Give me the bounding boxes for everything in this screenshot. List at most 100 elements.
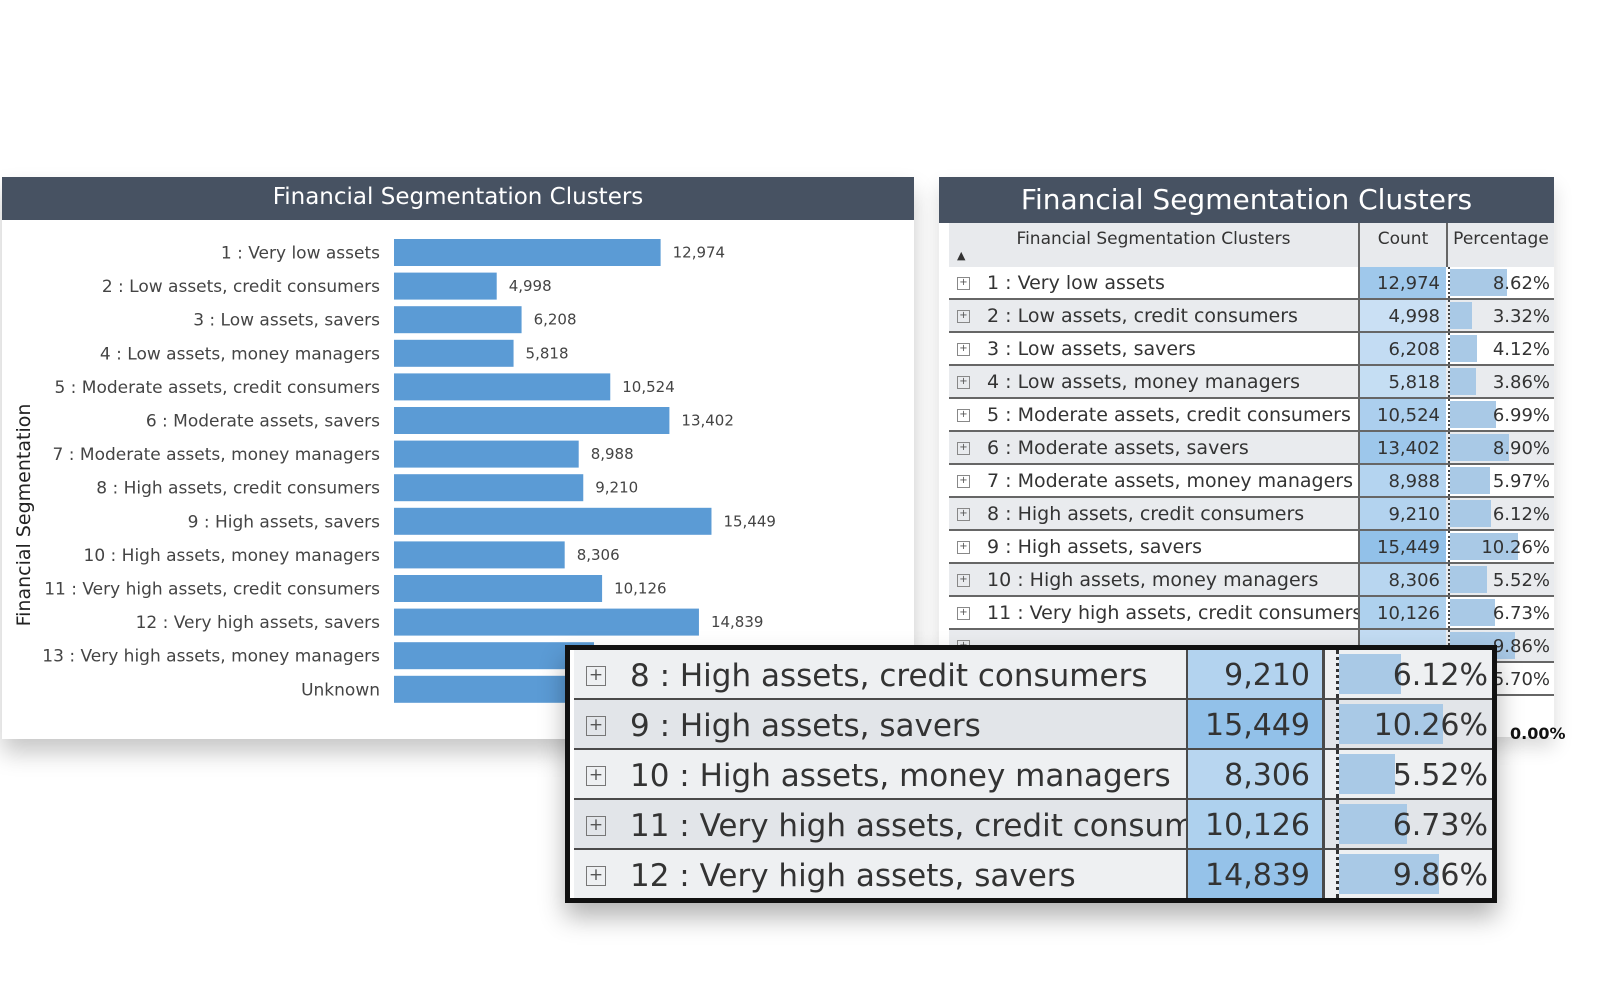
column-header-count[interactable]: Count	[1377, 229, 1429, 249]
data-label: 4,998	[509, 277, 552, 295]
column-divider	[1358, 597, 1360, 628]
column-header-percentage[interactable]: Percentage	[1453, 229, 1549, 249]
magnified-table-row[interactable]: +10 : High assets, money managers 8,306 5.…	[574, 750, 1492, 801]
data-label: 14,839	[711, 613, 764, 631]
cluster-name-cell: +9 : High assets, savers	[574, 700, 1186, 748]
cluster-name-cell: +12 : Very high assets, savers	[574, 850, 1186, 898]
bar[interactable]	[394, 373, 611, 401]
bar-chart: Financial Segmentation 1 : Very low asset…	[13, 239, 776, 703]
percentage-data-bar	[1450, 467, 1490, 494]
magnified-table-overlay: +8 : High assets, credit consumers 9,210 6…	[565, 645, 1497, 903]
magnified-table-row[interactable]: +11 : Very high assets, credit consumers…	[574, 800, 1492, 851]
table-row[interactable]: +4 : Low assets, money managers 5,818 3.86…	[949, 366, 1554, 399]
cluster-name: 8 : High assets, credit consumers	[987, 503, 1305, 525]
bar[interactable]	[394, 541, 565, 569]
bar[interactable]	[394, 608, 699, 636]
table-row[interactable]: +1 : Very low assets 12,974 8.62%	[949, 267, 1554, 300]
count-cell: 5,818	[1360, 366, 1446, 397]
cluster-name-cell: +4 : Low assets, money managers	[949, 366, 1358, 397]
percentage-cell: 6.73%	[1448, 597, 1554, 628]
chart-panel: Financial Segmentation Clusters Financia…	[2, 177, 914, 739]
bar[interactable]	[394, 675, 594, 703]
chart-title: Financial Segmentation Clusters	[2, 177, 914, 220]
column-divider	[1186, 700, 1189, 748]
table-row[interactable]: +10 : High assets, money managers 8,306 5.…	[949, 564, 1554, 597]
magnified-table-row[interactable]: +12 : Very high assets, savers 14,839 9.86…	[574, 850, 1492, 898]
percentage-value: 3.32%	[1492, 306, 1550, 327]
count-cell: 10,126	[1360, 597, 1446, 628]
percentage-data-bar	[1450, 434, 1509, 461]
sort-ascending-icon[interactable]: ▲	[957, 249, 966, 262]
percentage-cell: 6.99%	[1448, 399, 1554, 430]
bar[interactable]	[394, 239, 661, 266]
cluster-name: 5 : Moderate assets, credit consumers	[987, 404, 1351, 426]
table-row[interactable]: +6 : Moderate assets, savers 13,402 8.90%	[949, 432, 1554, 465]
table-row[interactable]: +7 : Moderate assets, money managers 8,98…	[949, 465, 1554, 498]
column-divider	[1358, 300, 1360, 331]
cluster-name: 11 : Very high assets, credit consumers	[630, 808, 1243, 844]
cluster-name-cell: +5 : Moderate assets, credit consumers	[949, 399, 1358, 430]
column-divider	[1358, 267, 1360, 298]
expand-plus-icon[interactable]: +	[957, 343, 970, 356]
bar[interactable]	[394, 642, 594, 670]
expand-plus-icon[interactable]: +	[586, 816, 606, 836]
percentage-cell: 3.86%	[1448, 366, 1554, 397]
expand-plus-icon[interactable]: +	[957, 376, 970, 389]
expand-plus-icon[interactable]: +	[957, 277, 970, 290]
expand-plus-icon[interactable]: +	[957, 475, 970, 488]
table-row[interactable]: +9 : High assets, savers 15,449 10.26%	[949, 531, 1554, 564]
expand-plus-icon[interactable]: +	[957, 574, 970, 587]
expand-plus-icon[interactable]: +	[586, 666, 606, 686]
cluster-name-cell: +2 : Low assets, credit consumers	[949, 300, 1358, 331]
count-cell: 14,839	[1188, 850, 1322, 898]
category-label: 8 : High assets, credit consumers	[96, 479, 380, 499]
cluster-name-cell: +10 : High assets, money managers	[949, 564, 1358, 595]
table-row[interactable]: +11 : Very high assets, credit consumers…	[949, 597, 1554, 630]
magnified-table-row[interactable]: +8 : High assets, credit consumers 9,210 6…	[574, 650, 1492, 701]
bar[interactable]	[394, 339, 514, 367]
bar[interactable]	[394, 440, 579, 468]
total-percentage: 0.00%	[1510, 724, 1566, 743]
expand-plus-icon[interactable]: +	[957, 409, 970, 422]
table-row[interactable]: +8 : High assets, credit consumers 9,210 6…	[949, 498, 1554, 531]
expand-plus-icon[interactable]: +	[957, 508, 970, 521]
data-label: 12,974	[673, 244, 726, 262]
cluster-name-cell: +11 : Very high assets, credit consumers	[574, 800, 1242, 848]
table-row[interactable]: +5 : Moderate assets, credit consumers 10…	[949, 399, 1554, 432]
table-row[interactable]: +3 : Low assets, savers 6,208 4.12%	[949, 333, 1554, 366]
bar[interactable]	[394, 306, 522, 334]
data-label: 8,988	[591, 445, 634, 463]
column-header-cluster[interactable]: Financial Segmentation Clusters	[1016, 229, 1291, 249]
category-label: 2 : Low assets, credit consumers	[102, 277, 380, 297]
category-label: Unknown	[301, 680, 380, 700]
expand-plus-icon[interactable]: +	[586, 716, 606, 736]
percentage-value: 5.52%	[1392, 758, 1488, 793]
percentage-value: 5.52%	[1492, 570, 1550, 591]
expand-plus-icon[interactable]: +	[957, 310, 970, 323]
bar[interactable]	[394, 575, 603, 602]
percentage-data-bar	[1450, 533, 1518, 560]
column-divider	[1358, 564, 1360, 595]
bar[interactable]	[394, 272, 497, 300]
column-divider	[1186, 850, 1189, 898]
magnified-table-row[interactable]: +9 : High assets, savers 15,449 10.26%	[574, 700, 1492, 751]
category-label: 10 : High assets, money managers	[84, 546, 381, 566]
category-label: 13 : Very high assets, money managers	[42, 647, 380, 667]
percentage-data-bar	[1339, 754, 1395, 794]
table-row[interactable]: +2 : Low assets, credit consumers 4,998 3.…	[949, 300, 1554, 333]
expand-plus-icon[interactable]: +	[957, 442, 970, 455]
bar[interactable]	[394, 474, 584, 502]
category-label: 7 : Moderate assets, money managers	[53, 445, 381, 465]
percentage-cell: 4.12%	[1448, 333, 1554, 364]
bar[interactable]	[394, 407, 670, 434]
count-cell: 8,988	[1360, 465, 1446, 496]
expand-plus-icon[interactable]: +	[957, 607, 970, 620]
cluster-name: 6 : Moderate assets, savers	[987, 437, 1249, 459]
count-cell: 15,449	[1188, 700, 1322, 748]
expand-plus-icon[interactable]: +	[586, 866, 606, 886]
bar[interactable]	[394, 507, 712, 535]
expand-plus-icon[interactable]: +	[586, 766, 606, 786]
count-cell: 9,210	[1360, 498, 1446, 529]
expand-plus-icon[interactable]: +	[957, 541, 970, 554]
percentage-value: 6.12%	[1392, 658, 1488, 693]
